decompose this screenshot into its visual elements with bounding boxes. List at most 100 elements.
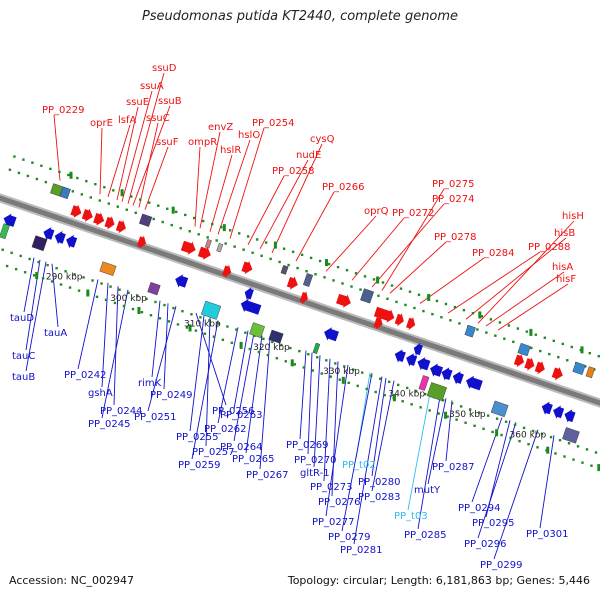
guide-dot [405, 386, 409, 390]
gene-block [139, 213, 153, 227]
guide-dot [118, 288, 121, 291]
bottom-gene-label: PP_0281 [340, 545, 383, 556]
guide-dot [566, 359, 569, 362]
box-shape [280, 265, 289, 275]
box-shape [0, 223, 10, 240]
leader-line [138, 122, 159, 208]
guide-dot [309, 256, 313, 260]
plus-strand-gene [373, 316, 383, 330]
guide-dot [552, 339, 556, 343]
plus-strand-gene [180, 240, 196, 255]
bottom-gene-label: PP_0269 [286, 440, 329, 451]
minus-strand-gene [43, 227, 55, 241]
guide-dot [363, 275, 367, 278]
leader-line [419, 257, 485, 304]
guide-dot [473, 424, 476, 428]
top-gene-label: PP_0288 [528, 242, 571, 253]
guide-dot [31, 161, 34, 164]
arrow-shape [43, 227, 55, 241]
guide-tick [376, 276, 380, 284]
gene-block [0, 223, 10, 240]
leader-line [147, 306, 177, 412]
scale-label: 300 kbp [110, 294, 147, 304]
guide-dot [500, 433, 503, 437]
top-gene-label: ssuF [156, 137, 179, 148]
bottom-gene-label: PP_0301 [526, 529, 569, 540]
guide-dot [352, 368, 355, 371]
leader-line [217, 139, 251, 235]
guide-dot [91, 279, 94, 282]
guide-dot [80, 193, 84, 196]
guide-dot [103, 186, 106, 189]
guide-dot [221, 338, 225, 342]
guide-dot [73, 273, 76, 276]
guide-dot [477, 411, 481, 414]
guide-dot [14, 267, 18, 271]
guide-dot [68, 286, 72, 289]
bottom-gene-label: PP_0285 [404, 530, 447, 541]
bottom-gene-label: PP_0299 [480, 560, 523, 571]
guide-dot [264, 241, 268, 244]
gene-block [147, 282, 161, 296]
top-gene-label: PP_0278 [434, 232, 477, 243]
leader-line [325, 215, 377, 272]
guide-dot [570, 345, 573, 349]
plus-strand-gene [299, 290, 308, 305]
guide-dot [95, 295, 99, 298]
topology-label: Topology: circular; Length: 6,181,863 bp… [287, 574, 590, 587]
guide-dot [374, 390, 377, 394]
guide-dot [320, 372, 323, 375]
bottom-gene-label: PP_t02 [342, 460, 376, 471]
guide-dot [549, 435, 553, 439]
guide-dot [49, 167, 52, 171]
guide-tick [69, 171, 73, 179]
guide-dot [399, 287, 403, 290]
guide-dot [248, 347, 252, 351]
guide-dot [107, 202, 110, 205]
leader-line [144, 146, 169, 210]
top-gene-label: cysQ [310, 134, 335, 145]
guide-dot [417, 293, 421, 296]
guide-dot [8, 168, 12, 172]
guide-dot [242, 248, 245, 251]
bottom-gene-label: PP_0256 [212, 406, 255, 417]
guide-dot [289, 346, 292, 350]
guide-dot [507, 324, 511, 327]
guide-dot [590, 464, 593, 467]
guide-dot [17, 171, 21, 175]
guide-dot [485, 331, 488, 334]
guide-dot [486, 414, 490, 417]
plus-strand-gene [222, 264, 232, 278]
top-gene-label: ssuB [158, 96, 182, 107]
box-shape [360, 288, 374, 304]
guide-dot [540, 432, 544, 436]
gene-block [249, 322, 265, 339]
minus-strand-gene [394, 349, 406, 363]
leader-line [477, 220, 575, 324]
guide-dot [419, 406, 422, 409]
gene-block [99, 261, 117, 276]
arrow-shape [394, 349, 406, 363]
guide-dot [127, 291, 130, 294]
guide-dot [561, 342, 565, 346]
box-shape [216, 243, 224, 253]
leader-line [259, 159, 309, 250]
guide-tick [290, 359, 294, 367]
arrow-shape [241, 260, 253, 275]
top-gene-label: PP_0272 [392, 208, 435, 219]
box-shape [204, 239, 212, 249]
arrow-shape [336, 293, 351, 308]
leader-line [132, 105, 171, 206]
arrow-shape [3, 213, 17, 227]
scale-label: 290 kbp [46, 272, 83, 282]
minus-strand-gene [430, 363, 444, 377]
scale-label: 320 kbp [253, 343, 290, 353]
plus-strand-gene [373, 306, 395, 323]
guide-dot [158, 317, 162, 320]
guide-tick [35, 272, 39, 280]
guide-dot [379, 377, 382, 380]
guide-dot [446, 415, 449, 418]
guide-dot [185, 326, 189, 329]
leader-line [313, 355, 321, 468]
